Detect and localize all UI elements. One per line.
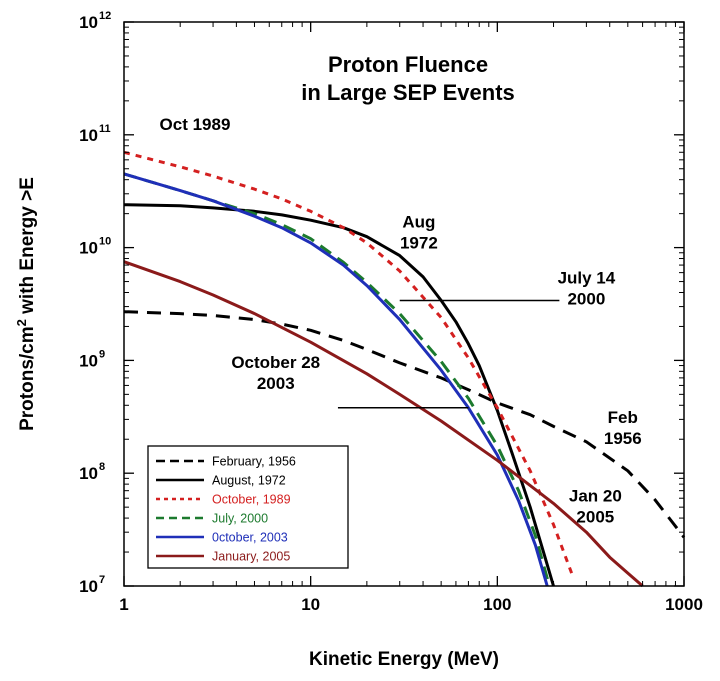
y-tick-exponent: 11 [99,123,111,135]
annotation-label: 1972 [400,234,438,253]
annotations: Oct 1989 Aug 1972 July 14 2000 October 28 2003… [160,115,642,526]
annotation-label: July 14 [558,269,616,288]
y-tick-label: 10 [79,126,98,145]
plot-frame [123,21,685,587]
y-tick-exponent: 10 [99,236,111,248]
x-tick-label: 1000 [665,595,703,614]
annotation-label: 2005 [576,508,614,527]
y-axis-label: Protons/cm2 with Energy >E [14,177,38,431]
series-line [123,310,686,539]
x-tick-label: 10 [301,595,320,614]
legend-label: January, 2005 [212,550,290,564]
annotation-label: Oct 1989 [160,115,231,134]
series-line [123,150,574,574]
y-tick-exponent: 9 [99,348,105,360]
y-tick-exponent: 7 [99,574,105,586]
legend-label: July, 2000 [212,512,268,526]
annotation-label: 1956 [604,429,642,448]
annotation-label: October 28 [231,353,320,372]
legend-label: August, 1972 [212,474,286,488]
y-tick-label: 10 [79,464,98,483]
y-tick-label: 10 [79,13,98,32]
legend-label: 0ctober, 2003 [212,531,288,545]
chart-title-line: Proton Fluence [328,52,488,77]
x-axis-label: Kinetic Energy (MeV) [309,649,499,670]
annotation-label: 2003 [257,374,295,393]
chart-title: Proton Fluence in Large SEP Events [301,52,515,105]
chart-title-line: in Large SEP Events [301,80,515,105]
legend-label: October, 1989 [212,493,291,507]
legend-box [147,445,349,569]
y-tick-exponent: 12 [99,10,111,22]
annotation-label: 2000 [567,290,605,309]
x-tick-label: 100 [483,595,511,614]
annotation-label: Aug [402,213,435,232]
legend: February, 1956 August, 1972 October, 1989 J… [147,445,349,569]
y-tick-label: 10 [79,577,98,596]
y-tick-label: 10 [79,351,98,370]
annotation-label: Jan 20 [569,487,622,506]
series-line [123,172,549,587]
legend-label: February, 1956 [212,455,296,469]
series-line [123,203,555,587]
y-tick-label: 10 [79,239,98,258]
x-tick-label: 1 [119,595,128,614]
annotation-label: Feb [608,408,638,427]
y-tick-exponent: 8 [99,461,105,473]
